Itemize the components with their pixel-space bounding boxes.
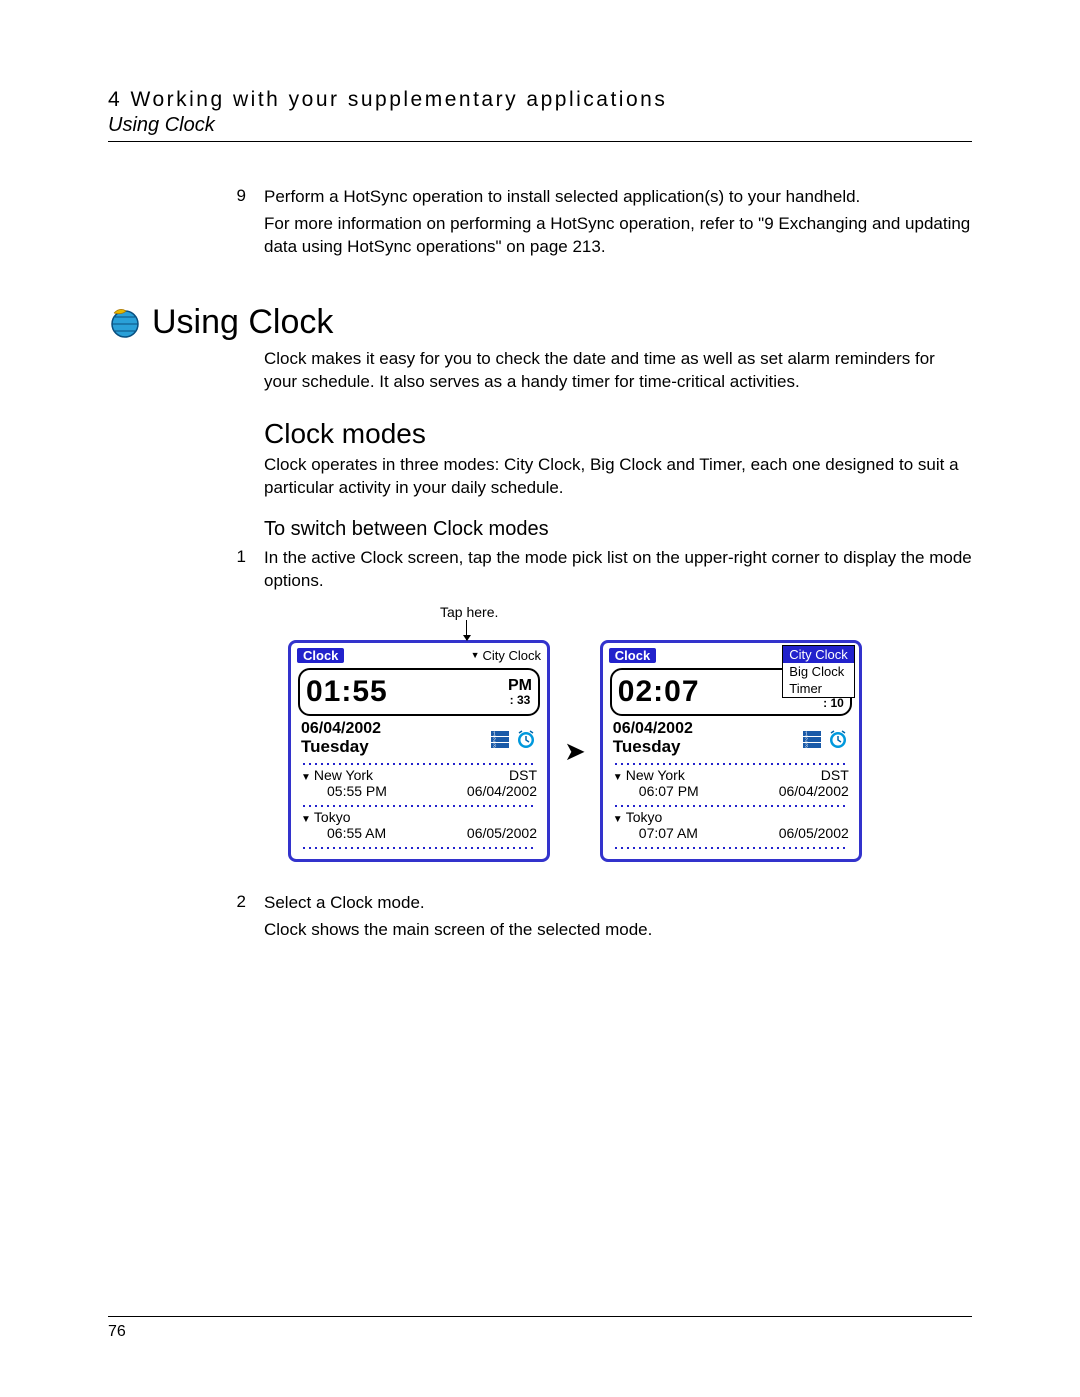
city-time: 06:07 PM <box>639 783 699 799</box>
header-rule <box>108 141 972 142</box>
date-block: 06/04/2002 Tuesday <box>301 720 381 756</box>
seconds-label: : 10 <box>823 697 844 709</box>
subsection-title: Clock modes <box>264 418 972 450</box>
time-digits: 01:55 <box>306 675 388 709</box>
modes-paragraph: Clock operates in three modes: City Cloc… <box>264 454 972 500</box>
city-row-2: ▼Tokyo 06:55 AM 06/05/2002 <box>293 807 545 841</box>
mode-menu[interactable]: City Clock Big Clock Timer <box>782 645 855 698</box>
step-body: Perform a HotSync operation to install s… <box>264 186 972 263</box>
city-time: 05:55 PM <box>327 783 387 799</box>
step-number: 2 <box>108 892 264 946</box>
city-row-1: ▼New York DST 06:07 PM 06/04/2002 <box>605 765 857 799</box>
city-name: New York <box>626 767 685 783</box>
step-9: 9 Perform a HotSync operation to install… <box>108 186 972 263</box>
chapter-header: 4 Working with your supplementary applic… <box>108 88 972 112</box>
svg-text:3: 3 <box>493 743 496 749</box>
clock-logo: Clock <box>297 648 344 663</box>
time-display: 01:55 PM : 33 <box>298 668 540 716</box>
footer-rule <box>108 1316 972 1317</box>
clock-panel-left: Clock ▼City Clock 01:55 PM : 33 06/04/20… <box>288 640 550 862</box>
page-number: 76 <box>108 1323 126 1341</box>
step-2: 2 Select a Clock mode. Clock shows the m… <box>108 892 972 946</box>
calendar-icon[interactable]: 123 <box>489 728 511 750</box>
city-name: Tokyo <box>314 809 351 825</box>
city-row-2: ▼Tokyo 07:07 AM 06/05/2002 <box>605 807 857 841</box>
chevron-down-icon: ▼ <box>471 650 480 660</box>
city-date: 06/04/2002 <box>467 783 537 799</box>
menu-item-city-clock[interactable]: City Clock <box>783 646 854 663</box>
calendar-icon[interactable]: 123 <box>801 728 823 750</box>
time-ampm-block: PM : 33 <box>508 678 532 706</box>
svg-text:3: 3 <box>805 743 808 749</box>
step-text: For more information on performing a Hot… <box>264 213 972 259</box>
date-label: 06/04/2002 <box>301 720 381 738</box>
separator-dots <box>613 843 849 849</box>
chevron-down-icon[interactable]: ▼ <box>613 772 623 783</box>
city-date: 06/05/2002 <box>467 825 537 841</box>
chevron-down-icon[interactable]: ▼ <box>301 772 311 783</box>
seconds-label: : 33 <box>508 694 532 706</box>
step-1: 1 In the active Clock screen, tap the mo… <box>108 547 972 597</box>
city-time: 06:55 AM <box>327 825 386 841</box>
step-number: 9 <box>108 186 264 263</box>
dst-label: DST <box>509 767 537 783</box>
mode-picklist[interactable]: ▼City Clock <box>471 648 541 663</box>
section-title: Using Clock <box>152 303 333 342</box>
menu-item-timer[interactable]: Timer <box>783 680 854 697</box>
figure-area: Tap here. Clock ▼City Clock 01:55 PM : 3… <box>288 604 972 862</box>
dst-label: DST <box>821 767 849 783</box>
chevron-down-icon[interactable]: ▼ <box>613 814 623 825</box>
city-time: 07:07 AM <box>639 825 698 841</box>
sub-subsection-title: To switch between Clock modes <box>264 518 972 541</box>
clock-panel-right: Clock City Clock Big Clock Timer 02:07 :… <box>600 640 862 862</box>
mode-label: City Clock <box>482 648 541 663</box>
city-row-1: ▼New York DST 05:55 PM 06/04/2002 <box>293 765 545 799</box>
day-label: Tuesday <box>613 738 693 757</box>
arrow-right-icon: ➤ <box>564 736 586 767</box>
city-date: 06/04/2002 <box>779 783 849 799</box>
day-label: Tuesday <box>301 738 381 757</box>
section-subtitle: Using Clock <box>108 114 972 137</box>
time-digits: 02:07 <box>618 675 700 709</box>
separator-dots <box>301 843 537 849</box>
ampm-label: PM <box>508 678 532 694</box>
section-heading: Using Clock <box>108 303 972 342</box>
city-name: Tokyo <box>626 809 663 825</box>
chevron-down-icon[interactable]: ▼ <box>301 814 311 825</box>
alarm-icon[interactable] <box>827 728 849 750</box>
menu-item-big-clock[interactable]: Big Clock <box>783 663 854 680</box>
step-number: 1 <box>108 547 264 597</box>
step-text: Perform a HotSync operation to install s… <box>264 186 972 209</box>
step-body: In the active Clock screen, tap the mode… <box>264 547 972 597</box>
city-date: 06/05/2002 <box>779 825 849 841</box>
step-body: Select a Clock mode. Clock shows the mai… <box>264 892 972 946</box>
alarm-icon[interactable] <box>515 728 537 750</box>
step-text: Clock shows the main screen of the selec… <box>264 919 972 942</box>
tap-here-label: Tap here. <box>440 604 972 620</box>
intro-paragraph: Clock makes it easy for you to check the… <box>264 348 972 394</box>
clock-logo: Clock <box>609 648 656 663</box>
city-name: New York <box>314 767 373 783</box>
tap-arrow-icon <box>466 620 467 640</box>
date-label: 06/04/2002 <box>613 720 693 738</box>
step-text: In the active Clock screen, tap the mode… <box>264 547 972 593</box>
step-text: Select a Clock mode. <box>264 892 972 915</box>
date-block: 06/04/2002 Tuesday <box>613 720 693 756</box>
globe-icon <box>108 305 142 339</box>
